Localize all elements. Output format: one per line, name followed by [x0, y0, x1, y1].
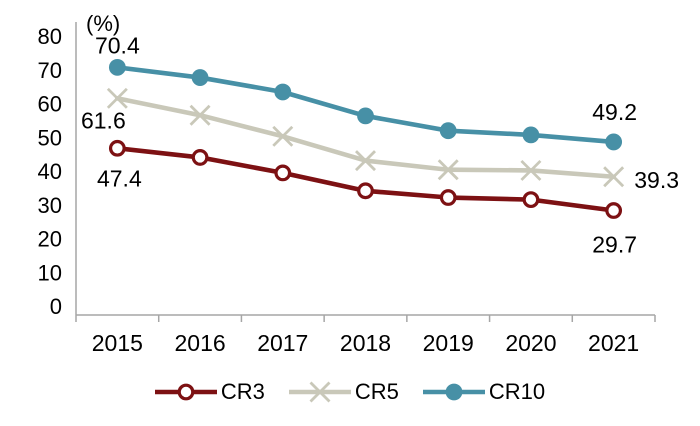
data-point-marker [520, 159, 542, 181]
data-point-marker [445, 383, 463, 401]
x-tick-label: 2015 [92, 330, 143, 356]
y-tick-label: 80 [38, 24, 62, 49]
data-label: 39.3 [634, 167, 679, 193]
legend-item-cr10: CR10 [422, 379, 546, 404]
data-label: 29.7 [592, 232, 637, 258]
legend-item-cr5: CR5 [288, 379, 399, 404]
legend-label: CR10 [488, 379, 546, 404]
x-tick-label: 2021 [588, 330, 639, 356]
data-point-marker [309, 381, 331, 403]
y-tick-label: 50 [38, 125, 62, 150]
data-point-marker [274, 164, 292, 182]
data-point-marker [274, 83, 292, 101]
data-point-marker [108, 139, 126, 157]
legend-label: CR3 [220, 379, 265, 404]
y-axis-unit-label: (%) [86, 11, 121, 36]
data-point-marker [355, 150, 376, 172]
data-point-marker [106, 87, 128, 109]
data-point-marker [272, 125, 294, 147]
legend-item-cr3: CR3 [154, 379, 265, 404]
data-point-marker [522, 126, 540, 144]
y-tick-label: 40 [38, 159, 62, 184]
y-tick-label: 30 [38, 193, 62, 218]
data-point-marker [191, 149, 209, 166]
legend-label: CR5 [354, 379, 399, 404]
data-point-marker [439, 189, 457, 206]
data-point-marker [603, 166, 625, 188]
series-markers-cr3 [108, 139, 623, 219]
data-point-marker [191, 69, 209, 86]
chart-legend: CR3 CR5 CR10 [0, 381, 700, 403]
data-point-marker [177, 383, 195, 401]
x-tick-label: 2017 [257, 330, 308, 356]
y-tick-label: 10 [38, 260, 62, 285]
x-tick-label: 2018 [340, 330, 391, 356]
data-point-marker [357, 107, 374, 125]
data-point-marker [189, 104, 211, 126]
data-point-marker [437, 159, 459, 181]
data-point-marker [522, 191, 540, 209]
legend-marker-filled-circle [422, 383, 485, 401]
data-point-marker [605, 133, 623, 151]
data-label: 49.2 [592, 99, 637, 125]
data-label: 47.4 [97, 165, 142, 191]
data-point-marker [439, 122, 457, 140]
data-label: 61.6 [81, 107, 126, 133]
series-markers-cr5 [106, 87, 625, 188]
legend-marker-x [288, 381, 351, 403]
data-point-marker [357, 182, 374, 200]
y-tick-label: 20 [38, 227, 62, 252]
series-markers-cr10 [108, 58, 623, 151]
y-tick-label: 0 [50, 294, 62, 319]
x-tick-label: 2020 [505, 330, 556, 356]
legend-marker-open-circle [154, 383, 217, 401]
data-label: 70.4 [95, 32, 140, 58]
y-tick-label: 60 [38, 92, 62, 117]
y-tick-label: 70 [38, 58, 62, 83]
x-tick-label: 2019 [423, 330, 474, 356]
data-point-marker [108, 58, 126, 76]
x-tick-label: 2016 [174, 330, 225, 356]
data-point-marker [605, 202, 623, 219]
